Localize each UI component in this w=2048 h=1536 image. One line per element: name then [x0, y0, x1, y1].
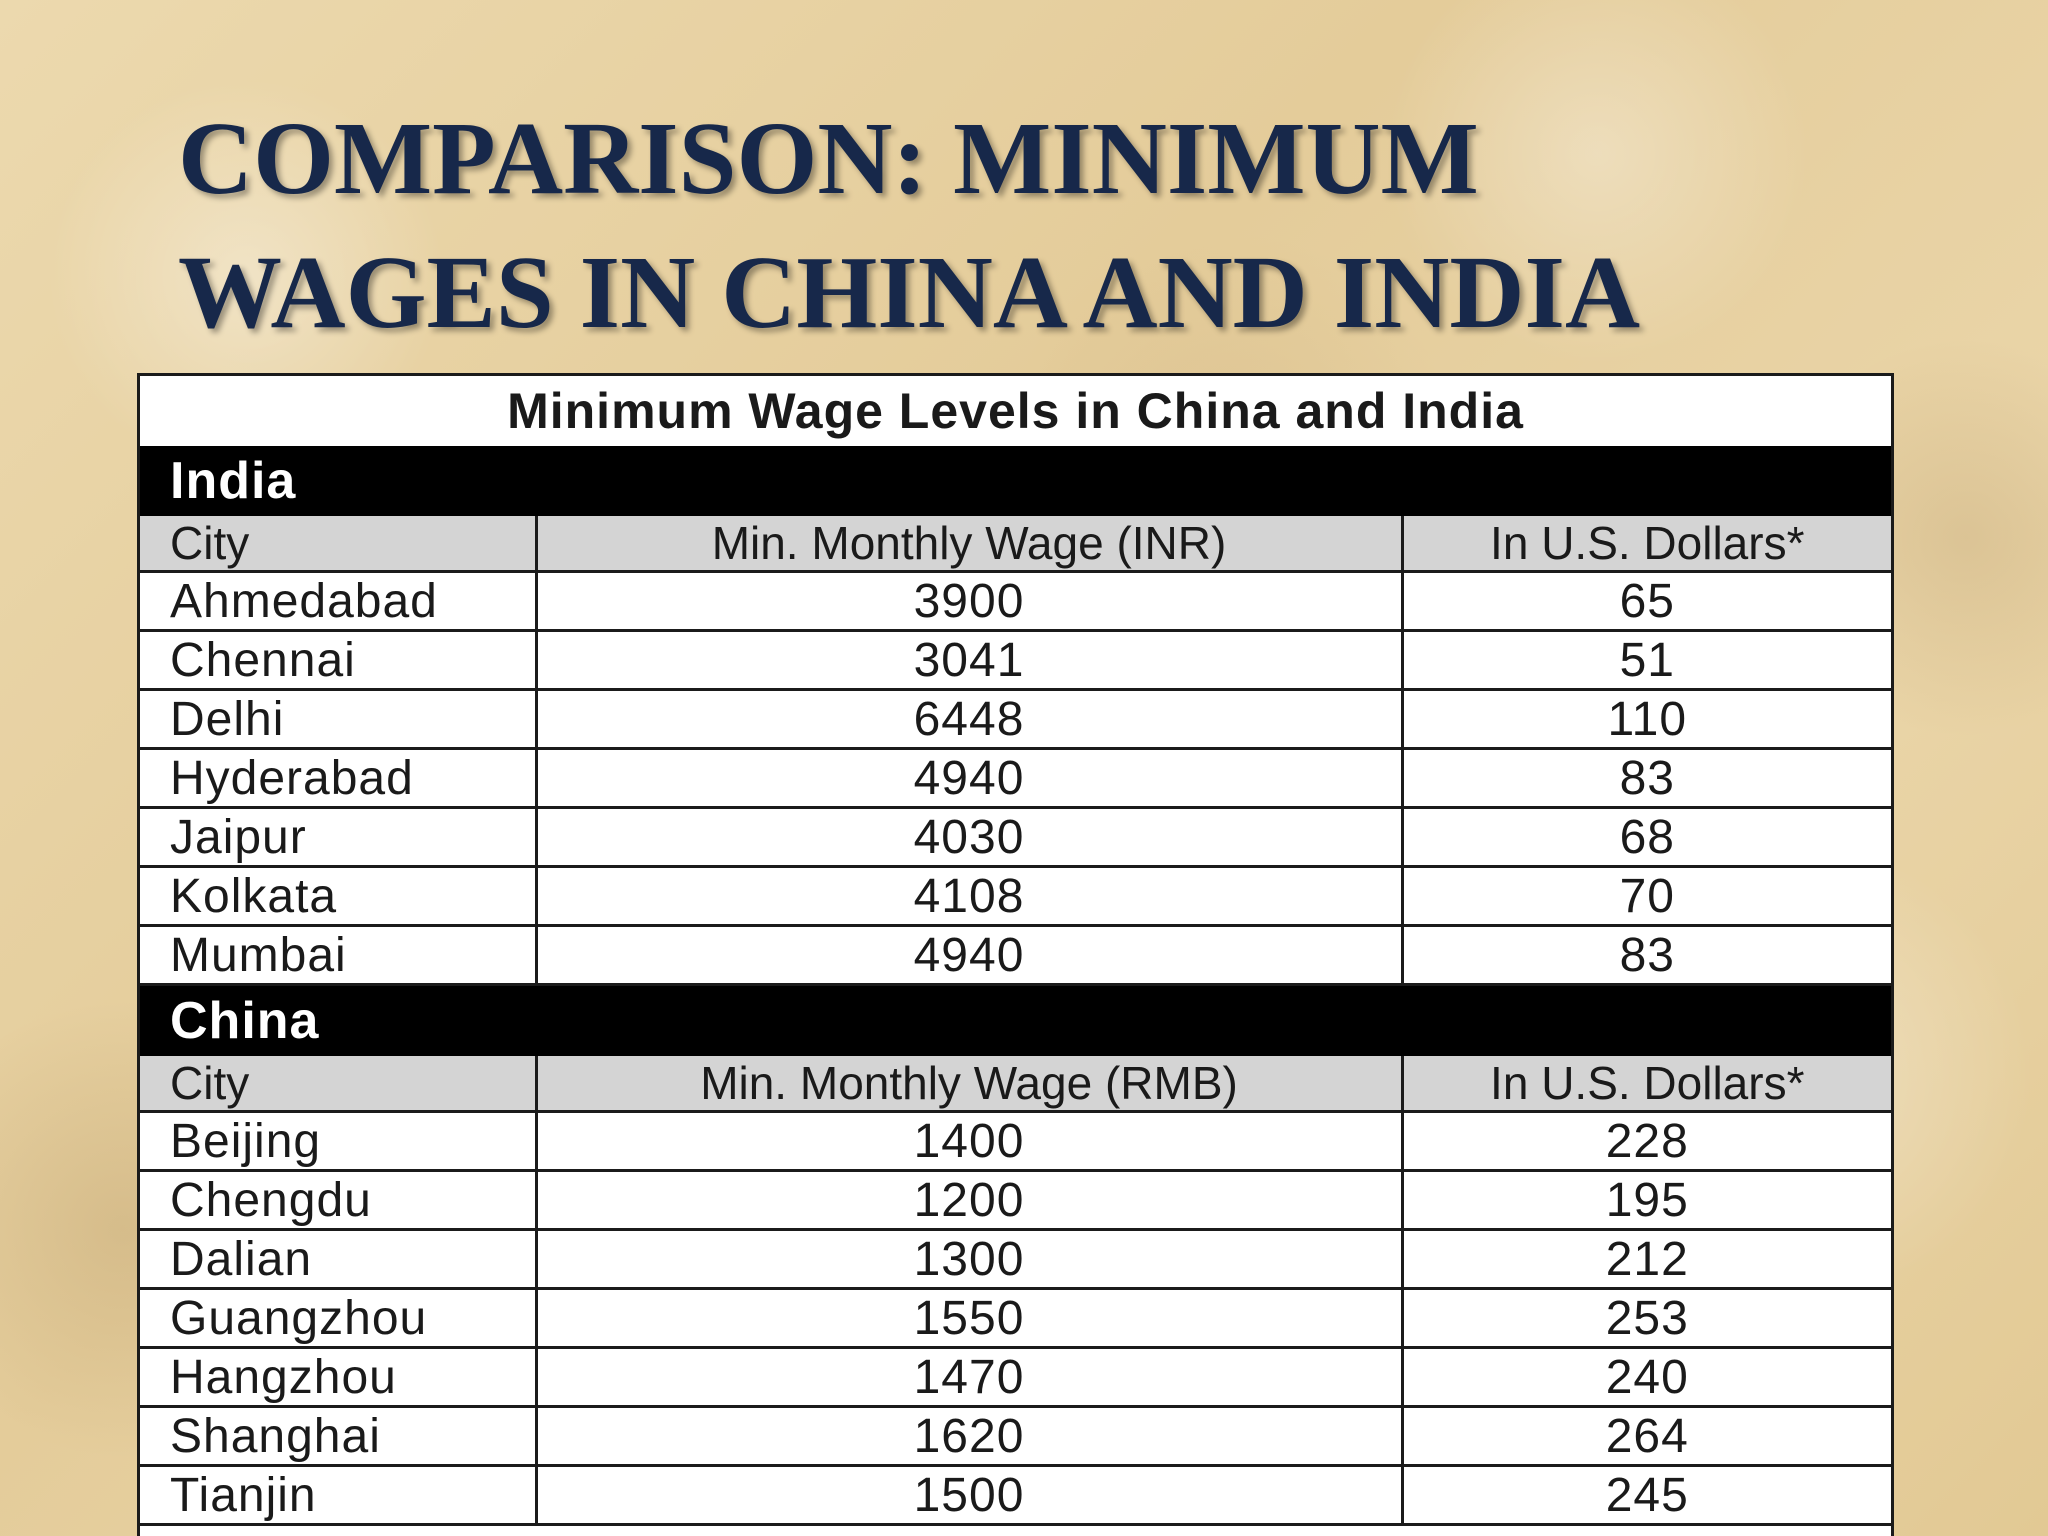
column-header-city: City: [140, 1056, 536, 1113]
section-title-china: China: [140, 984, 1891, 1056]
table-row: Guangzhou 1550 253: [140, 1288, 1891, 1349]
slide-title: COMPARISON: MINIMUM WAGES IN CHINA AND I…: [178, 92, 1978, 360]
slide-title-line-2: WAGES IN CHINA AND INDIA: [178, 235, 1641, 350]
city-cell: Hyderabad: [140, 748, 536, 809]
column-header-usd: In U.S. Dollars*: [1400, 1056, 1891, 1113]
table-row: Ahmedabad 3900 65: [140, 571, 1891, 632]
city-cell: Chengdu: [140, 1170, 536, 1231]
wage-cell: 4030: [534, 807, 1402, 868]
usd-cell: 51: [1400, 630, 1891, 691]
usd-cell: 264: [1400, 1406, 1891, 1467]
table-row: Shanghai 1620 264: [140, 1406, 1891, 1467]
wage-cell: 4940: [534, 925, 1402, 986]
wage-cell: 4940: [534, 748, 1402, 809]
table-row: Kolkata 4108 70: [140, 866, 1891, 927]
wage-cell: 6448: [534, 689, 1402, 750]
wage-cell: 1300: [534, 1229, 1402, 1290]
usd-cell: 110: [1400, 689, 1891, 750]
table-caption-row: Minimum Wage Levels in China and India: [140, 376, 1891, 446]
column-header-wage-rmb: Min. Monthly Wage (RMB): [534, 1056, 1402, 1113]
column-header-wage-inr: Min. Monthly Wage (INR): [534, 516, 1402, 573]
table-row: Dalian 1300 212: [140, 1229, 1891, 1290]
wage-cell: 1500: [534, 1465, 1402, 1526]
usd-cell: 83: [1400, 925, 1891, 986]
usd-cell: 83: [1400, 748, 1891, 809]
city-cell: Shanghai: [140, 1406, 536, 1467]
column-header-usd: In U.S. Dollars*: [1400, 516, 1891, 573]
section-title-india: India: [140, 446, 1891, 516]
column-header-city: City: [140, 516, 536, 573]
usd-cell: 195: [1400, 1170, 1891, 1231]
wage-table-container: Minimum Wage Levels in China and India I…: [137, 373, 1894, 1536]
usd-cell: 228: [1400, 1111, 1891, 1172]
wage-cell: 4108: [534, 866, 1402, 927]
city-cell: Hangzhou: [140, 1347, 536, 1408]
wage-cell: 3900: [534, 571, 1402, 632]
city-cell: Guangzhou: [140, 1288, 536, 1349]
city-cell: Beijing: [140, 1111, 536, 1172]
wage-table: Minimum Wage Levels in China and India I…: [140, 376, 1891, 1526]
usd-cell: 65: [1400, 571, 1891, 632]
slide-title-line-1: COMPARISON: MINIMUM: [178, 101, 1479, 216]
city-cell: Tianjin: [140, 1465, 536, 1526]
table-caption: Minimum Wage Levels in China and India: [507, 383, 1524, 439]
city-cell: Dalian: [140, 1229, 536, 1290]
wage-cell: 1620: [534, 1406, 1402, 1467]
city-cell: Mumbai: [140, 925, 536, 986]
wage-cell: 1200: [534, 1170, 1402, 1231]
usd-cell: 245: [1400, 1465, 1891, 1526]
usd-cell: 68: [1400, 807, 1891, 868]
header-row-china: City Min. Monthly Wage (RMB) In U.S. Dol…: [140, 1056, 1891, 1113]
table-row: Delhi 6448 110: [140, 689, 1891, 750]
header-row-india: City Min. Monthly Wage (INR) In U.S. Dol…: [140, 516, 1891, 573]
table-row: Beijing 1400 228: [140, 1111, 1891, 1172]
table-row: Mumbai 4940 83: [140, 925, 1891, 986]
table-row: Tianjin 1500 245: [140, 1465, 1891, 1526]
table-row: Hyderabad 4940 83: [140, 748, 1891, 809]
table-row: Jaipur 4030 68: [140, 807, 1891, 868]
table-row: Hangzhou 1470 240: [140, 1347, 1891, 1408]
usd-cell: 212: [1400, 1229, 1891, 1290]
section-row-india: India: [140, 446, 1891, 516]
usd-cell: 240: [1400, 1347, 1891, 1408]
city-cell: Delhi: [140, 689, 536, 750]
city-cell: Ahmedabad: [140, 571, 536, 632]
table-row: Chennai 3041 51: [140, 630, 1891, 691]
section-row-china: China: [140, 984, 1891, 1056]
city-cell: Chennai: [140, 630, 536, 691]
table-row: Chengdu 1200 195: [140, 1170, 1891, 1231]
city-cell: Jaipur: [140, 807, 536, 868]
usd-cell: 253: [1400, 1288, 1891, 1349]
wage-cell: 1550: [534, 1288, 1402, 1349]
wage-cell: 1400: [534, 1111, 1402, 1172]
wage-cell: 1470: [534, 1347, 1402, 1408]
wage-cell: 3041: [534, 630, 1402, 691]
usd-cell: 70: [1400, 866, 1891, 927]
city-cell: Kolkata: [140, 866, 536, 927]
